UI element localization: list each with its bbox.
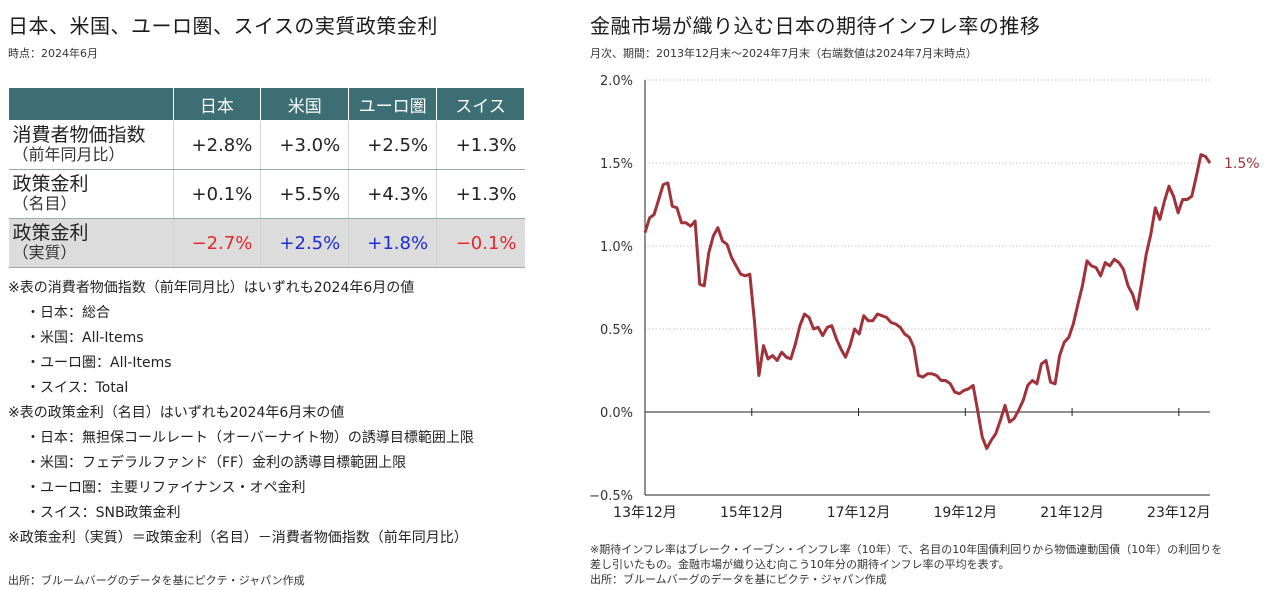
note-line: ・スイス：Total (26, 380, 129, 396)
series-line (643, 153, 1212, 450)
table-notes: ※表の消費者物価指数（前年同月比）はいずれも2024年6月の値・日本：総合・米国… (8, 276, 528, 551)
note-line: ※期待インフレ率はブレーク・イーブン・インフレ率（10年）で、名目の10年国債利… (590, 543, 1223, 556)
note-line: ・ユーロ圏：主要リファイナンス・オペ金利 (26, 480, 306, 496)
chart-subtitle: 月次、期間：2013年12月末～2024年7月末（右端数値は2024年7月末時点… (590, 47, 977, 60)
x-tick-label: 15年12月 (720, 505, 784, 521)
note-line: 差し引いたもの。金融市場が織り込む向こう10年分の期待インフレ率の平均を表す。 (590, 558, 1010, 571)
value-cell: +1.3% (436, 120, 525, 170)
note-line: ・米国：フェデラルファンド（FF）金利の誘導目標範囲上限 (26, 455, 407, 471)
header-cell: 米国 (260, 87, 350, 121)
y-tick-label: 1.5% (600, 157, 633, 172)
right-panel: 金融市場が織り込む日本の期待インフレ率の推移 月次、期間：2013年12月末～2… (590, 0, 1280, 586)
value-cell: +3.0% (260, 120, 349, 170)
value-cell: −0.1% (436, 218, 525, 268)
table-row: 政策金利 （実質） −2.7% +2.5% +1.8% −0.1% (8, 218, 525, 268)
table-body: 消費者物価指数 （前年同月比） +2.8% +3.0% +2.5% +1.3% 政策金利 （名… (8, 120, 525, 268)
value-cell: +4.3% (348, 169, 437, 219)
note-line: ・ユーロ圏：All-Items (26, 355, 172, 371)
table-row: 消費者物価指数 （前年同月比） +2.8% +3.0% +2.5% +1.3% (8, 120, 525, 170)
value-cell: +5.5% (260, 169, 349, 219)
row-label-main: 政策金利 (12, 173, 89, 195)
y-tick-label: 2.0% (600, 74, 633, 89)
x-tick-label: 19年12月 (933, 505, 997, 521)
left-source: 出所：ブルームバーグのデータを基にピクテ・ジャパン作成 (8, 574, 305, 587)
note-line: ※政策金利（実質）＝政策金利（名目）－消費者物価指数（前年同月比） (8, 530, 468, 546)
row-label-sub: （名目） (12, 194, 77, 213)
chart-notes: ※期待インフレ率はブレーク・イーブン・インフレ率（10年）で、名目の10年国債利… (590, 542, 1280, 587)
left-panel: 日本、米国、ユーロ圏、スイスの実質政策金利 時点：2024年6月 日本 米国 ユ… (8, 0, 528, 551)
note-line: ・日本：総合 (26, 305, 110, 321)
note-line: ・日本：無担保コールレート（オーバーナイト物）の誘導目標範囲上限 (26, 430, 474, 446)
row-label: 政策金利 （実質） (8, 218, 173, 268)
table-title: 日本、米国、ユーロ圏、スイスの実質政策金利 (8, 14, 438, 38)
header-cell: スイス (436, 87, 525, 121)
y-tick-label: 1.0% (600, 240, 633, 255)
table-header-row: 日本 米国 ユーロ圏 スイス (8, 87, 525, 121)
x-tick-label: 17年12月 (827, 505, 891, 521)
table-row: 政策金利 （名目） +0.1% +5.5% +4.3% +1.3% (8, 169, 525, 219)
value-cell: −2.7% (172, 218, 261, 268)
value-cell: +2.8% (172, 120, 261, 170)
value-cell: +0.1% (172, 169, 261, 219)
x-tick-label: 21年12月 (1040, 505, 1104, 521)
real-policy-rate-table: 日本 米国 ユーロ圏 スイス 消費者物価指数 （前年同月比） +2.8% +3.0% +… (8, 87, 525, 268)
chart-title: 金融市場が織り込む日本の期待インフレ率の推移 (590, 14, 1041, 38)
row-label-main: 政策金利 (12, 222, 89, 244)
x-tick-label: 13年12月 (613, 505, 677, 521)
note-line: ・米国：All-Items (26, 330, 144, 346)
row-label-sub: （実質） (12, 243, 77, 262)
value-cell: +2.5% (260, 218, 349, 268)
note-line: ※表の政策金利（名目）はいずれも2024年6月末の値 (8, 405, 345, 421)
value-cell: +1.8% (348, 218, 437, 268)
value-cell: +2.5% (348, 120, 437, 170)
row-label-sub: （前年同月比） (12, 145, 125, 164)
x-tick-label: 23年12月 (1147, 505, 1211, 521)
row-label: 政策金利 （名目） (8, 169, 173, 219)
row-label-main: 消費者物価指数 (12, 124, 146, 146)
header-cell (8, 87, 174, 121)
header-cell: 日本 (172, 87, 262, 121)
header-cell: ユーロ圏 (348, 87, 438, 121)
end-value-label: 1.5% (1224, 156, 1260, 172)
value-cell: +1.3% (436, 169, 525, 219)
row-label: 消費者物価指数 （前年同月比） (8, 120, 173, 170)
note-line: ・スイス：SNB政策金利 (26, 505, 181, 521)
note-line: ※表の消費者物価指数（前年同月比）はいずれも2024年6月の値 (8, 280, 415, 296)
y-tick-label: 0.5% (600, 323, 633, 338)
expected-inflation-chart: −0.5% 0.0% 0.5% 1.0% 1.5% 2.0% 13年12月 15年12月 17年… (590, 74, 1260, 521)
y-tick-label: 0.0% (600, 406, 633, 421)
table-subtitle: 時点：2024年6月 (8, 47, 98, 60)
y-tick-label: −0.5% (590, 489, 633, 504)
note-line: 出所：ブルームバーグのデータを基にピクテ・ジャパン作成 (590, 573, 887, 586)
